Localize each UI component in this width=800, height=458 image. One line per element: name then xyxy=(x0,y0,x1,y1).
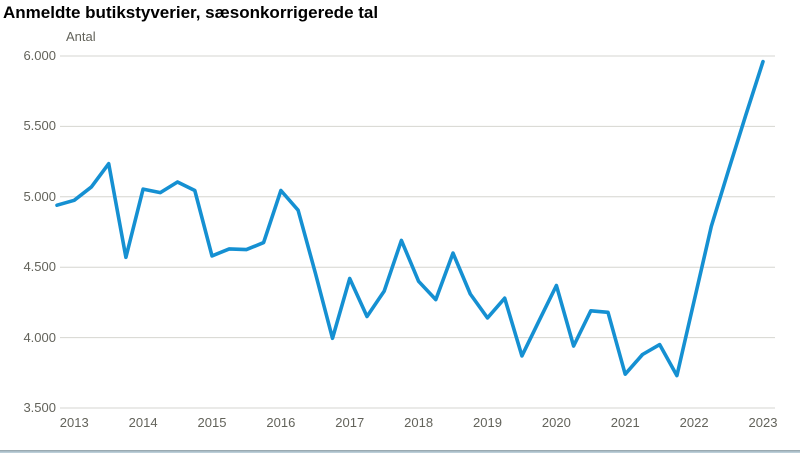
x-axis-tick-label: 2014 xyxy=(128,415,158,430)
gridlines xyxy=(60,55,775,409)
data-line-series xyxy=(55,59,765,378)
y-axis-tick-label: 4.500 xyxy=(23,259,56,275)
x-axis-tick-label: 2015 xyxy=(197,415,227,430)
x-axis-tick-label: 2023 xyxy=(748,415,778,430)
x-axis-tick-label: 2016 xyxy=(266,415,296,430)
y-axis-unit-label: Antal xyxy=(66,29,96,44)
x-axis-tick-label: 2022 xyxy=(679,415,709,430)
y-axis-tick-label: 5.500 xyxy=(23,118,56,134)
x-axis-tick-label: 2017 xyxy=(335,415,365,430)
y-axis-tick-label: 3.500 xyxy=(23,400,56,415)
y-axis-tick-label: 5.000 xyxy=(23,188,56,204)
x-axis-tick-label: 2019 xyxy=(473,415,502,430)
x-axis-tick-label: 2013 xyxy=(59,415,89,430)
y-axis-tick-label: 4.000 xyxy=(23,329,56,345)
footer-divider xyxy=(0,450,800,453)
chart-title: Anmeldte butikstyverier, sæsonkorrigered… xyxy=(3,3,379,22)
x-axis-tick-label: 2020 xyxy=(541,415,571,430)
x-axis-tick-label: 2021 xyxy=(610,415,640,430)
x-axis-tick-label: 2018 xyxy=(404,415,434,430)
y-axis-tick-label: 6.000 xyxy=(23,48,56,63)
